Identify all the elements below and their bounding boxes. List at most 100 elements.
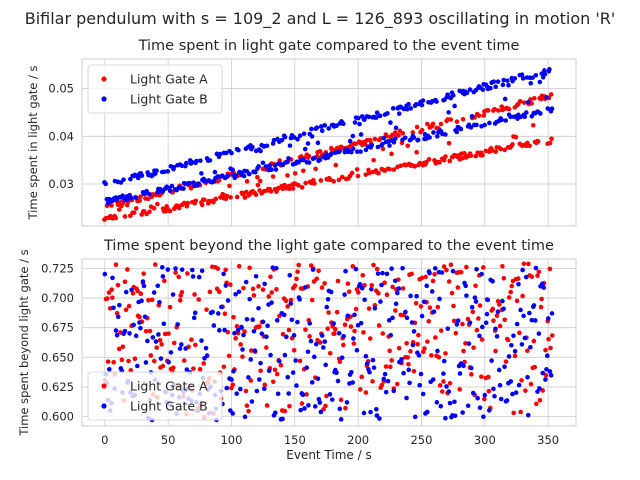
data-point [481,414,486,420]
data-point [157,300,162,305]
data-point [275,391,281,397]
data-point [154,345,159,350]
data-point [312,181,317,186]
data-point [221,364,227,370]
data-point [336,177,342,183]
data-point [435,134,440,139]
data-point [240,354,245,359]
data-point [421,299,427,305]
data-point [415,137,421,143]
data-point [113,328,119,333]
data-point [233,336,238,341]
data-point [519,342,525,347]
data-point [196,274,202,280]
data-point [467,320,473,325]
data-point [375,271,381,276]
x-tick-label: 300 [474,433,496,447]
data-point [215,174,221,179]
data-point [288,301,294,306]
data-point [533,265,539,271]
data-point [514,298,520,304]
data-point [536,269,542,275]
data-point [360,272,366,278]
data-point [304,392,309,397]
data-point [425,121,430,127]
data-point [328,289,334,295]
data-point [332,331,337,336]
data-point [286,391,291,396]
data-point [379,282,384,288]
data-point [286,327,292,333]
data-point [455,285,461,290]
data-point [477,333,482,339]
data-point [489,358,494,363]
data-point [215,311,221,316]
data-point [329,397,335,402]
data-point [154,168,159,173]
data-point [463,341,468,346]
data-point [385,378,391,384]
data-point [509,342,514,348]
y-tick-label: 0.725 [41,261,74,275]
data-point [462,359,467,365]
data-point [211,323,217,328]
data-point [418,304,424,309]
data-point [458,126,464,132]
data-point [143,328,149,334]
data-point [123,307,129,313]
data-point [516,276,521,281]
data-point [415,341,420,347]
data-point [343,268,348,274]
data-point [430,278,436,284]
data-point [461,363,466,369]
data-point [135,363,140,369]
data-point [234,323,240,329]
figure-suptitle: Bifilar pendulum with s = 109_2 and L = … [25,9,616,29]
data-point [203,345,209,351]
data-point [439,270,445,275]
data-point [122,279,128,285]
data-point [362,141,368,147]
data-point [159,342,164,347]
data-point [326,310,331,315]
data-point [493,84,498,90]
data-point [506,354,512,359]
data-point [129,287,134,293]
data-point [393,301,399,307]
data-point [350,264,356,269]
data-point [145,338,150,344]
data-point [461,348,466,354]
data-point [262,382,268,388]
data-point [176,274,181,280]
data-point [253,273,259,279]
data-point [430,121,436,127]
data-point [287,143,293,148]
data-point [309,380,315,385]
data-point [269,300,274,305]
data-point [540,388,545,393]
data-point [441,371,446,376]
data-point [345,281,351,286]
data-point [233,173,239,178]
data-point [521,100,527,105]
data-point [520,267,525,273]
data-point [482,122,487,128]
data-point [359,374,365,380]
data-point [196,181,201,186]
data-point [516,281,521,287]
data-point [217,151,223,157]
data-point [288,297,294,303]
data-point [281,312,287,318]
data-point [247,265,252,271]
data-point [292,171,298,176]
data-point [549,311,555,316]
data-point [133,206,139,211]
y-tick-label: 0.700 [41,291,74,305]
data-point [493,326,498,332]
data-point [244,403,250,408]
data-point [483,320,489,326]
data-point [400,131,406,136]
data-point [506,82,511,88]
data-point [302,406,307,411]
data-point [341,121,346,127]
